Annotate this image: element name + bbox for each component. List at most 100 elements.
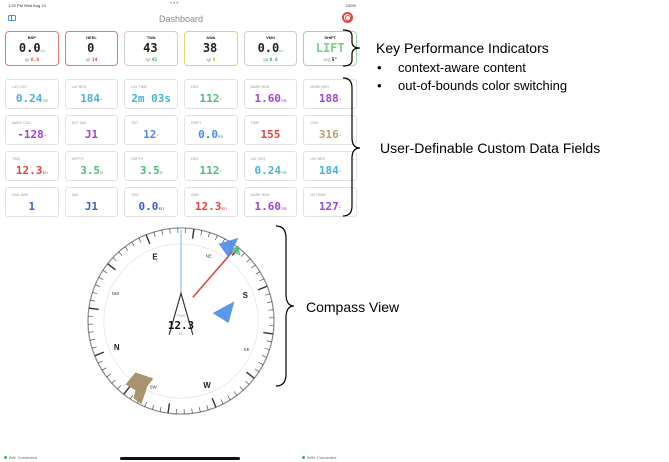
field-value: 12.3kn — [6, 164, 58, 177]
kpi-label: VMG — [265, 35, 276, 40]
kpi-tile-heel[interactable]: HEEL 0° tgt 14 — [64, 31, 119, 66]
compass-tick — [239, 386, 244, 391]
battery-indicator: 100% — [345, 3, 356, 8]
field-value-text: 184 — [80, 92, 101, 105]
page-title: Dashboard — [158, 14, 204, 24]
kpi-tile-awa[interactable]: AWA 38° tgt 9 — [184, 31, 238, 66]
kpi-target: tgt 9 — [185, 57, 237, 63]
field-value-text: 3.5 — [80, 164, 101, 177]
data-field-lay-time[interactable]: LAY TIME 2m 03s — [124, 79, 178, 109]
field-value-text: 316 — [318, 128, 339, 141]
compass-tick — [161, 229, 163, 235]
field-value-text: 1.60 — [254, 200, 282, 213]
compass-tick — [207, 232, 211, 238]
data-field-mark-cog[interactable]: MARK COG -128° — [5, 115, 59, 145]
data-field-mark-brg[interactable]: MARK BRG 188° — [303, 79, 357, 109]
data-field-nxt-brg[interactable]: NXT BRG 127° — [303, 187, 357, 217]
compass-tick — [246, 258, 251, 263]
kpi-tile-twa[interactable]: TWA 43° tgt 42 — [124, 31, 179, 66]
field-value-text: 188 — [318, 92, 339, 105]
kpi-unit: ° — [217, 48, 219, 53]
kpi-bullet-marker: • — [377, 60, 382, 75]
compass-tick — [191, 408, 193, 414]
kpi-target-label: avg — [323, 57, 331, 62]
data-field-depth[interactable]: DEPTH 3.5m — [124, 151, 178, 181]
field-value: 188° — [304, 92, 356, 105]
field-label: MARK BRG — [310, 85, 329, 89]
data-field-sog[interactable]: SOG 0.0kn — [124, 187, 178, 217]
sidebar-icon[interactable] — [8, 15, 16, 21]
data-field-tws[interactable]: TWS 12.3kn — [5, 151, 59, 181]
field-label: SET — [131, 121, 139, 125]
compass-tick — [92, 291, 98, 295]
data-field-mark-rng[interactable]: MARK RNG 1.60nm — [243, 79, 298, 109]
data-field-aws[interactable]: AWS 12.3kn — [184, 187, 238, 217]
compass-tick — [265, 293, 271, 296]
data-field-set[interactable]: SET 12° — [124, 115, 178, 145]
data-field-time[interactable]: TIME 155 — [243, 115, 298, 145]
kpi-target-value: 0.0 — [269, 58, 278, 63]
kpi-target-value: 6.8 — [30, 58, 40, 63]
compass-tick — [153, 231, 156, 237]
compass-tick — [267, 301, 273, 303]
connection-status-left: BW: Connected — [4, 455, 37, 460]
compass-outer-ring — [87, 227, 275, 415]
field-label: LAY DIST — [250, 157, 266, 161]
data-field-sail-awk[interactable]: SAIL AWK 1 — [5, 187, 59, 217]
kpi-label: SHIFT — [324, 35, 336, 40]
compass-intercardinal-se: SE — [244, 347, 250, 352]
kpi-target-value: 5° — [331, 58, 338, 63]
field-value-text: 0.24 — [15, 92, 43, 105]
multitasking-dots[interactable]: ••• — [170, 1, 180, 7]
field-value: 316° — [304, 128, 356, 141]
kpi-label: BSP — [27, 35, 36, 40]
compass-tick — [167, 403, 171, 414]
field-value: 1.60nm — [245, 200, 297, 213]
data-field-sail[interactable]: SAIL J1 — [64, 187, 119, 217]
kpi-tile-bsp[interactable]: BSP 0.0kn tgt 6.8 — [5, 31, 59, 66]
data-field-mark-rng[interactable]: MARK RNG 1.60nm — [243, 187, 298, 217]
compass-tick — [200, 230, 203, 236]
field-value: 112° — [185, 164, 237, 177]
field-unit: kn — [42, 171, 48, 176]
compass-cardinal-e: E — [152, 253, 157, 262]
field-label: SOG — [131, 193, 140, 197]
kpi-value-text: 0.0 — [18, 41, 41, 55]
compass-tick — [112, 257, 117, 262]
compass-tick — [94, 351, 105, 357]
field-label: LAY BRG — [71, 85, 87, 89]
data-field-lay-dist[interactable]: LAY DIST 0.24nm — [5, 79, 59, 109]
lifebuoy-icon[interactable] — [342, 12, 353, 23]
compass-tick — [89, 339, 95, 341]
data-field-cog[interactable]: COG 316° — [303, 115, 357, 145]
compass-annotation-title: Compass View — [306, 299, 400, 315]
kpi-value-text: 38 — [202, 41, 218, 55]
data-field-depth[interactable]: DEPTH 3.5m — [64, 151, 119, 181]
field-unit: ° — [338, 171, 342, 176]
compass-tick — [117, 385, 122, 390]
field-value: 155 — [245, 128, 297, 141]
kpi-target-label: tgt — [145, 57, 151, 62]
data-field-lay-brg[interactable]: LAY BRG 184° — [303, 151, 357, 181]
data-field-nxt-sail[interactable]: NXT SAIL J1 — [64, 115, 119, 145]
kpi-target-value: 42 — [151, 58, 158, 63]
data-field-lay-dist[interactable]: LAY DIST 0.24nm — [243, 151, 298, 181]
compass-cardinal-n: N — [114, 343, 120, 352]
kpi-tile-vmg[interactable]: VMG 0.0kn tgt 0.0 — [243, 31, 298, 66]
kpi-value: 0° — [66, 41, 118, 55]
data-field-lay-brg[interactable]: LAY BRG 184° — [64, 79, 119, 109]
kpi-target-label: tgt — [263, 57, 269, 62]
data-field-hdg[interactable]: HDG 112° — [184, 151, 238, 181]
data-field-drift[interactable]: DRIFT 0.0kn — [184, 115, 238, 145]
field-label: TIME — [250, 121, 260, 125]
field-label: DRIFT — [191, 121, 202, 125]
field-label: HDG — [191, 157, 199, 161]
home-indicator[interactable] — [120, 457, 240, 460]
field-value-text: 12 — [143, 128, 157, 141]
field-value: 0.24nm — [6, 92, 58, 105]
data-field-hdg[interactable]: HDG 112° — [184, 79, 238, 109]
field-label: SAIL AWK — [12, 193, 29, 197]
kpi-tile-shift[interactable]: SHIFT LIFT avg 5° — [303, 31, 358, 66]
field-label: NXT SAIL — [71, 121, 88, 125]
